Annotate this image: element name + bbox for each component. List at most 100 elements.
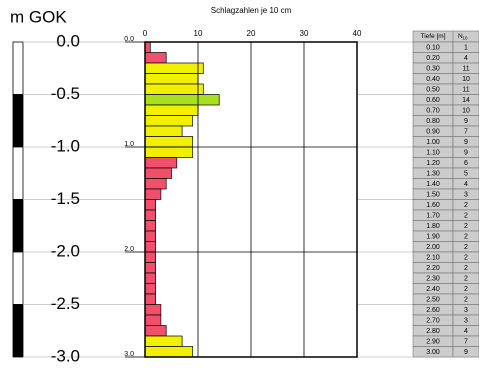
table-value: 4	[464, 328, 468, 335]
table-value: 5	[464, 171, 468, 178]
table-value: 2	[464, 276, 468, 283]
table-value: 4	[464, 181, 468, 188]
bar	[144, 52, 167, 64]
table-value: 2	[464, 223, 468, 230]
bar	[144, 167, 172, 179]
table-depth: 2.50	[426, 297, 440, 304]
table-depth: 0.50	[426, 87, 440, 94]
bar	[144, 94, 220, 106]
table-depth: 2.20	[426, 265, 440, 272]
table-depth: 0.30	[426, 66, 440, 73]
scale-segment	[12, 199, 24, 253]
table-value: 7	[464, 339, 468, 346]
table-depth: 0.10	[426, 45, 440, 52]
scale-segment	[12, 304, 24, 358]
bar	[144, 125, 183, 137]
table-value: 9	[464, 349, 468, 356]
bar	[144, 115, 194, 127]
table-depth: 0.20	[426, 55, 440, 62]
bar	[144, 251, 156, 263]
table-value: 9	[464, 139, 468, 146]
table-value: 3	[464, 307, 468, 314]
bar	[144, 335, 183, 347]
table-depth: 1.00	[426, 139, 440, 146]
plot-frame	[144, 41, 358, 358]
table-value: 2	[464, 297, 468, 304]
table-header-n: N	[458, 33, 463, 40]
table-depth: 2.30	[426, 276, 440, 283]
bar	[144, 283, 156, 295]
table-value: 3	[464, 192, 468, 199]
bar	[144, 73, 199, 85]
table-depth: 0.40	[426, 76, 440, 83]
table-depth: 2.80	[426, 328, 440, 335]
depth-tick-label: -2.0	[51, 241, 80, 260]
table-value: 1	[464, 45, 468, 52]
x-tick-label: 30	[300, 29, 309, 38]
bar	[144, 241, 156, 253]
bar	[144, 83, 204, 95]
scale-segment	[12, 94, 24, 148]
table-value: 9	[464, 150, 468, 157]
scale-segment	[12, 146, 24, 200]
table-depth: 1.10	[426, 150, 440, 157]
y-tick-label: 3.0	[124, 351, 134, 358]
table-value: 2	[464, 202, 468, 209]
bar	[144, 272, 156, 284]
table-depth: 1.80	[426, 223, 440, 230]
depth-axis-label: m GOK	[10, 7, 67, 26]
table-cell	[452, 346, 479, 358]
bar	[144, 178, 167, 190]
table-header-n-sub: 10	[463, 36, 469, 41]
x-tick-label: 20	[247, 29, 256, 38]
bar	[144, 314, 162, 326]
table-value: 2	[464, 234, 468, 241]
depth-tick-label: -3.0	[51, 346, 80, 365]
table-depth: 1.70	[426, 213, 440, 220]
table-value: 11	[462, 66, 469, 73]
x-tick-label: 10	[194, 29, 203, 38]
chart-title: Schlagzahlen je 10 cm	[211, 6, 292, 15]
bar	[144, 346, 194, 358]
table-value: 2	[464, 265, 468, 272]
table-value: 2	[464, 286, 468, 293]
bar	[144, 209, 156, 221]
table-depth: 1.50	[426, 192, 440, 199]
table-value: 2	[464, 255, 468, 262]
table-depth: 1.30	[426, 171, 440, 178]
y-tick-label: 1.0	[124, 141, 134, 148]
table-depth: 0.80	[426, 118, 440, 125]
scale-segment	[12, 41, 24, 95]
bar	[144, 136, 194, 148]
table-value: 6	[464, 160, 468, 167]
bar	[144, 199, 156, 211]
depth-tick-label: -2.5	[51, 294, 80, 313]
table-depth: 2.40	[426, 286, 440, 293]
bar	[144, 304, 162, 316]
bar	[144, 325, 167, 337]
table-depth: 0.70	[426, 108, 440, 115]
bar	[144, 157, 178, 169]
bar	[144, 262, 156, 274]
depth-tick-label: -0.5	[51, 84, 80, 103]
y-tick-label: 2.0	[124, 246, 134, 253]
table-value: 2	[464, 213, 468, 220]
table-header-depth: Tiefe [m]	[420, 33, 445, 40]
bar	[144, 62, 204, 74]
table-depth: 0.90	[426, 129, 440, 136]
bar	[144, 220, 156, 232]
table-value: 7	[464, 129, 468, 136]
table-depth: 2.10	[426, 255, 440, 262]
x-tick-label: 40	[353, 29, 362, 38]
bar	[144, 293, 156, 305]
bar	[144, 41, 151, 53]
y-tick-label: 0.0	[124, 36, 134, 43]
table-value: 10	[462, 108, 470, 115]
bar	[144, 146, 194, 158]
table-depth: 2.90	[426, 339, 440, 346]
table-value: 4	[464, 55, 468, 62]
table-depth: 1.20	[426, 160, 440, 167]
bar	[144, 104, 199, 116]
table-depth: 2.00	[426, 244, 440, 251]
